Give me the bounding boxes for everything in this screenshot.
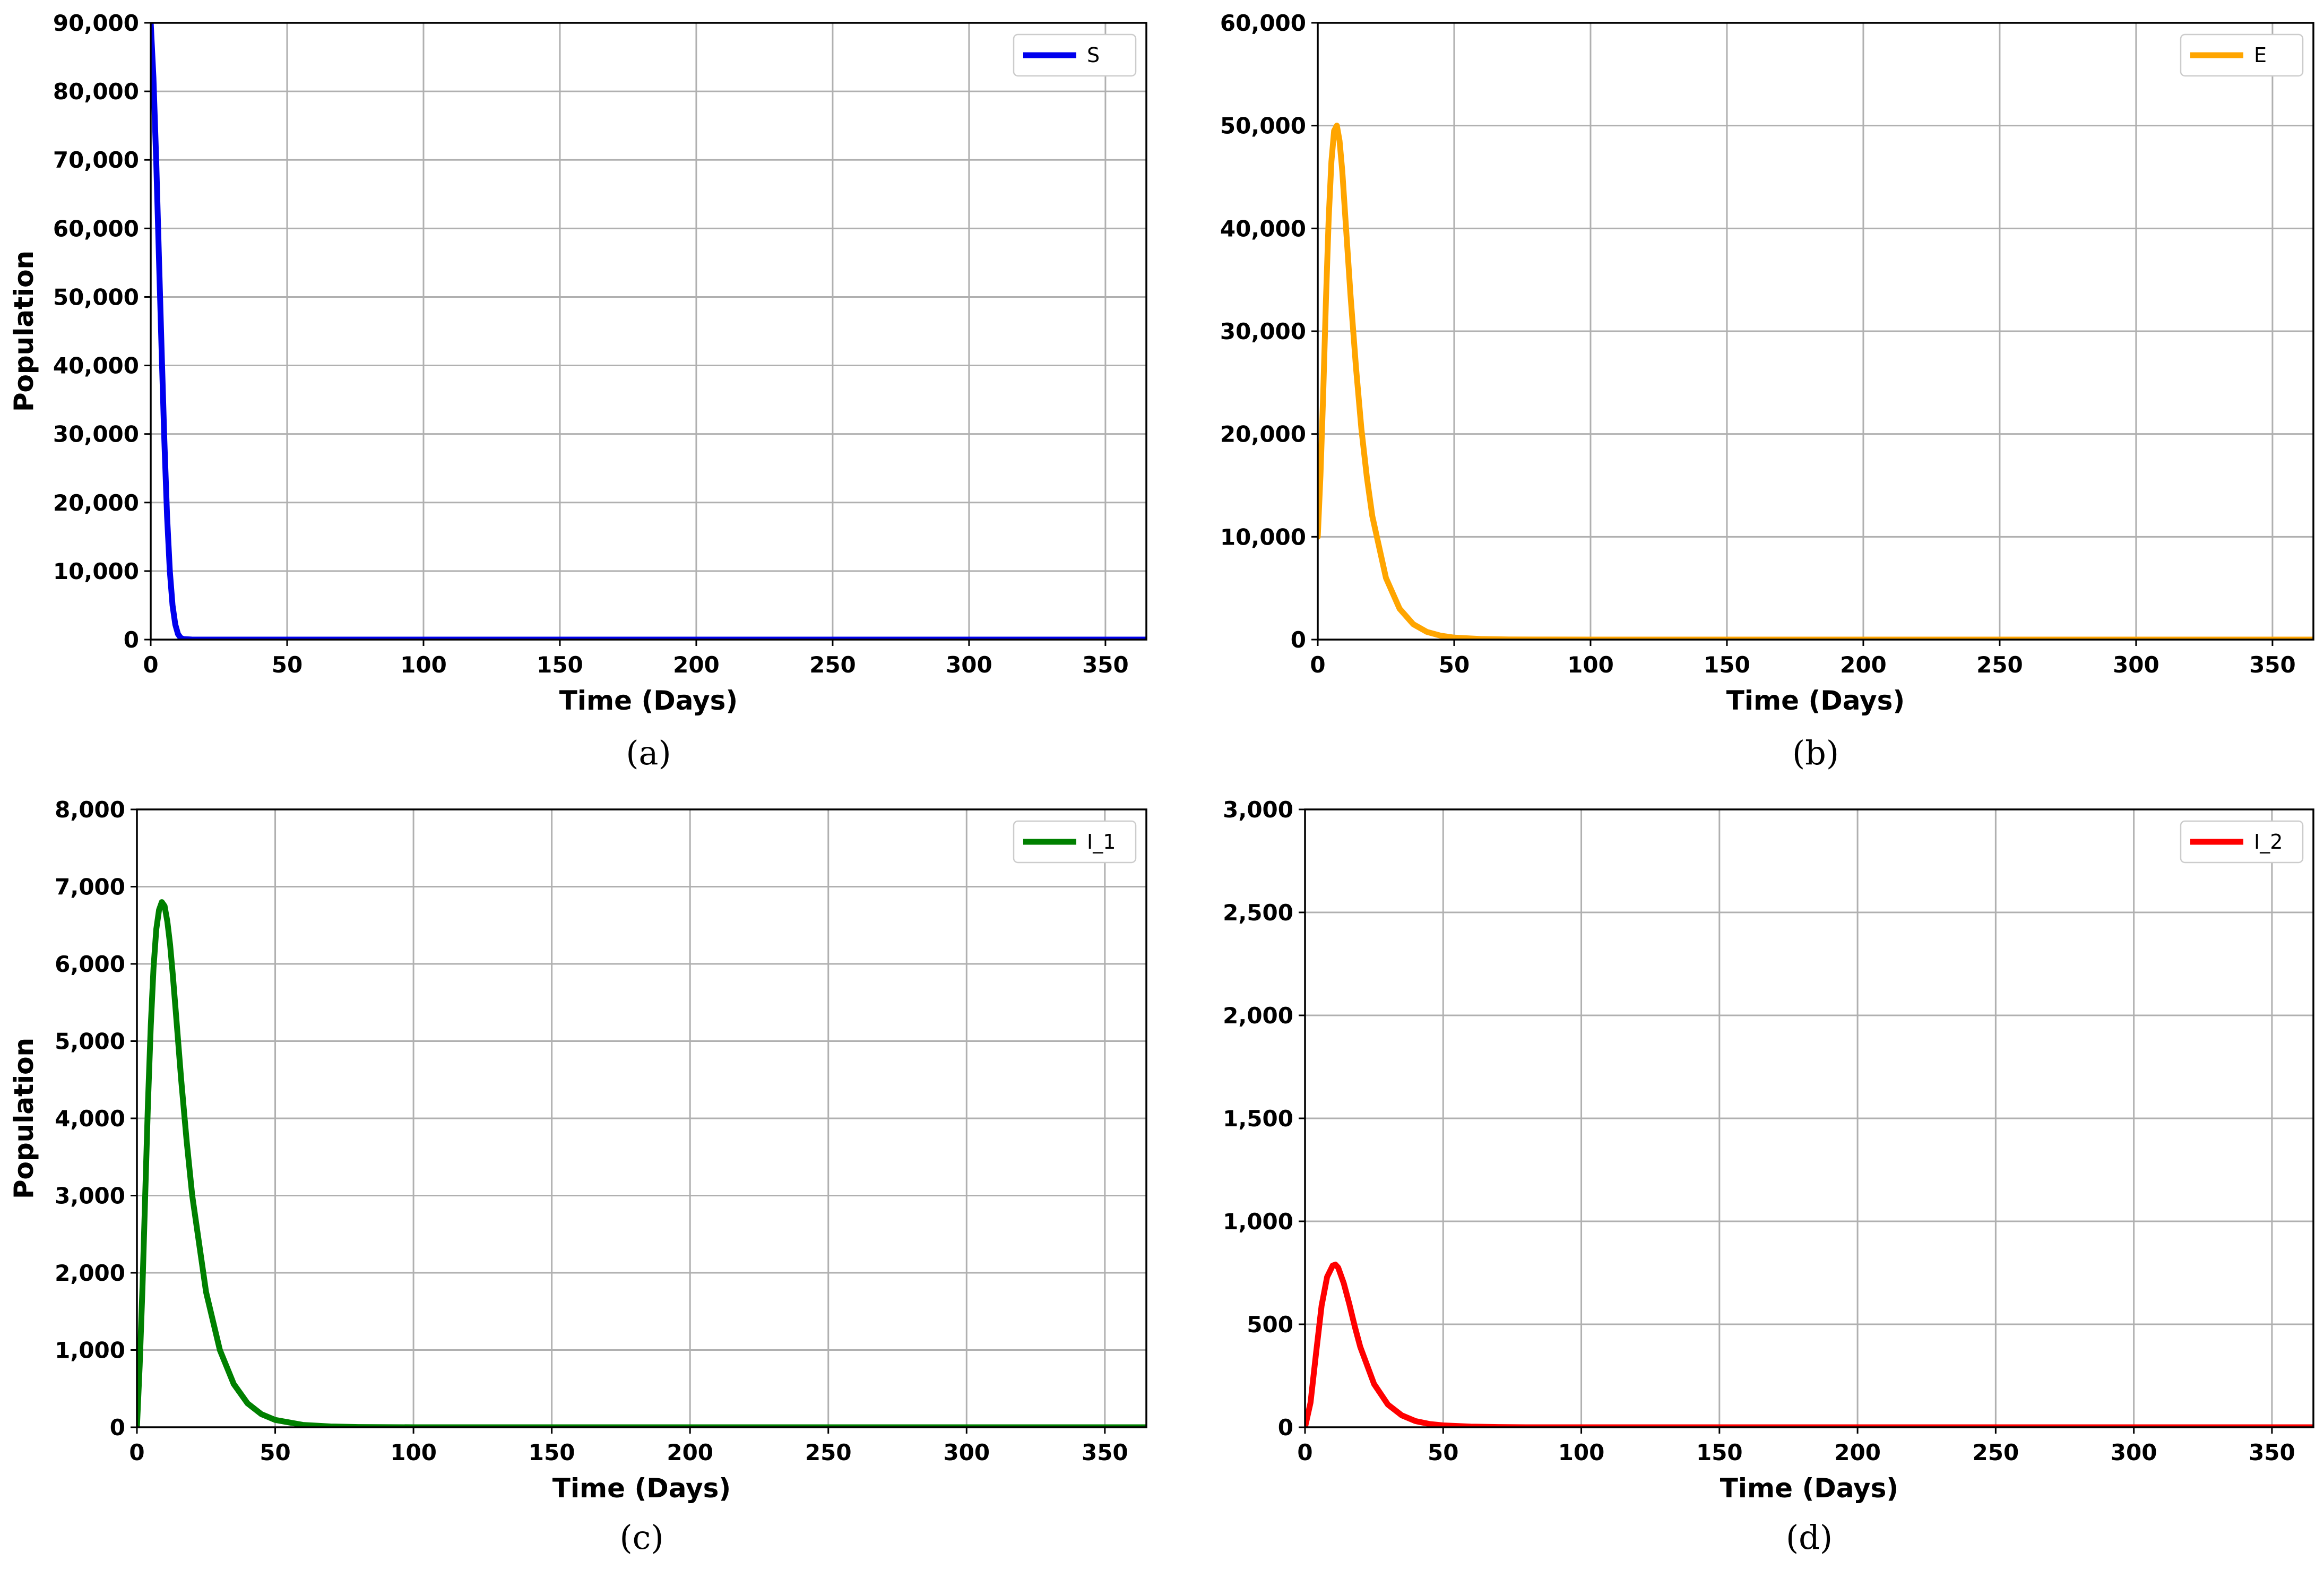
- y-tick-label: 90,000: [53, 10, 139, 36]
- y-tick-label: 20,000: [53, 490, 139, 516]
- plot-area: [151, 23, 1146, 640]
- legend: S: [1014, 35, 1136, 76]
- x-tick-label: 0: [143, 652, 158, 678]
- x-tick-label: 150: [529, 1439, 575, 1465]
- x-tick-label: 250: [1973, 1439, 2019, 1465]
- x-tick-label: 50: [272, 652, 303, 678]
- y-tick-label: 40,000: [53, 353, 139, 379]
- x-axis-title: Time (Days): [1726, 685, 1905, 716]
- x-tick-label: 100: [390, 1439, 437, 1465]
- x-tick-label: 50: [1428, 1439, 1458, 1465]
- y-tick-label: 70,000: [53, 147, 139, 173]
- legend: I_1: [1014, 821, 1136, 863]
- y-tick-label: 20,000: [1220, 421, 1306, 447]
- y-tick-label: 5,000: [55, 1029, 125, 1055]
- x-axis-title: Time (Days): [559, 685, 738, 716]
- legend-label: I_1: [1087, 830, 1116, 853]
- panel-label: (d): [1786, 1518, 1833, 1557]
- y-tick-label: 0: [1291, 627, 1306, 653]
- y-tick-label: 2,500: [1223, 900, 1293, 926]
- x-tick-label: 350: [1082, 1439, 1128, 1465]
- y-tick-label: 30,000: [53, 421, 139, 447]
- y-tick-label: 500: [1247, 1312, 1293, 1338]
- x-tick-label: 250: [805, 1439, 852, 1465]
- x-tick-label: 150: [537, 652, 583, 678]
- x-tick-label: 250: [1976, 652, 2023, 678]
- y-tick-label: 0: [1278, 1415, 1293, 1441]
- y-tick-label: 7,000: [55, 874, 125, 900]
- y-tick-label: 0: [110, 1415, 125, 1441]
- x-tick-label: 200: [667, 1439, 713, 1465]
- x-tick-label: 250: [809, 652, 856, 678]
- x-tick-label: 300: [946, 652, 992, 678]
- x-tick-label: 0: [1310, 652, 1325, 678]
- x-tick-label: 100: [400, 652, 447, 678]
- x-tick-label: 150: [1696, 1439, 1743, 1465]
- panel-label: (b): [1792, 734, 1839, 772]
- panel-label: (c): [619, 1518, 663, 1557]
- y-tick-label: 1,000: [1223, 1209, 1293, 1235]
- x-axis-title: Time (Days): [1720, 1473, 1898, 1504]
- y-tick-label: 8,000: [55, 797, 125, 823]
- x-tick-label: 0: [1297, 1439, 1312, 1465]
- x-tick-label: 300: [943, 1439, 990, 1465]
- x-tick-label: 350: [2249, 652, 2296, 678]
- y-tick-label: 1,000: [55, 1338, 125, 1364]
- y-tick-label: 80,000: [53, 79, 139, 105]
- y-tick-label: 10,000: [1220, 524, 1306, 550]
- chart-panel-c: 0 50 100 150 200 250 300 350 0 1,000 2,000 3,000 4,0…: [8, 797, 1146, 1557]
- y-tick-label: 60,000: [53, 215, 139, 242]
- x-tick-label: 100: [1567, 652, 1614, 678]
- y-axis-title: Population: [8, 251, 39, 412]
- x-tick-label: 350: [1082, 652, 1129, 678]
- y-tick-label: 30,000: [1220, 318, 1306, 344]
- y-tick-label: 6,000: [55, 951, 125, 977]
- y-tick-label: 60,000: [1220, 10, 1306, 36]
- y-tick-label: 1,500: [1223, 1106, 1293, 1132]
- x-tick-label: 200: [1840, 652, 1887, 678]
- legend: E: [2181, 35, 2303, 76]
- x-axis-title: Time (Days): [552, 1473, 731, 1504]
- x-tick-label: 200: [673, 652, 720, 678]
- x-tick-label: 350: [2249, 1439, 2295, 1465]
- panel-label: (a): [626, 734, 671, 772]
- legend-label: E: [2254, 44, 2267, 67]
- y-tick-label: 50,000: [53, 284, 139, 310]
- y-tick-label: 3,000: [1223, 797, 1293, 823]
- x-tick-label: 50: [1439, 652, 1470, 678]
- y-axis-title: Population: [8, 1038, 39, 1199]
- legend: I_2: [2181, 821, 2303, 863]
- y-tick-label: 3,000: [55, 1183, 125, 1209]
- x-tick-label: 50: [260, 1439, 290, 1465]
- x-tick-label: 0: [129, 1439, 144, 1465]
- x-tick-label: 200: [1834, 1439, 1881, 1465]
- x-tick-label: 300: [2113, 652, 2159, 678]
- y-tick-label: 4,000: [55, 1106, 125, 1132]
- y-tick-label: 0: [124, 627, 139, 653]
- y-tick-label: 2,000: [1223, 1003, 1293, 1029]
- legend-label: I_2: [2254, 830, 2283, 853]
- y-tick-label: 40,000: [1220, 215, 1306, 242]
- x-tick-label: 100: [1558, 1439, 1605, 1465]
- chart-panel-a: 0 50 100 150 200 250 300 350 0 10,000 20,000 30,000…: [8, 10, 1146, 772]
- y-tick-label: 2,000: [55, 1260, 125, 1286]
- y-tick-label: 10,000: [53, 558, 139, 584]
- x-tick-label: 300: [2111, 1439, 2157, 1465]
- x-tick-label: 150: [1704, 652, 1750, 678]
- y-tick-label: 50,000: [1220, 113, 1306, 139]
- legend-label: S: [1087, 44, 1100, 67]
